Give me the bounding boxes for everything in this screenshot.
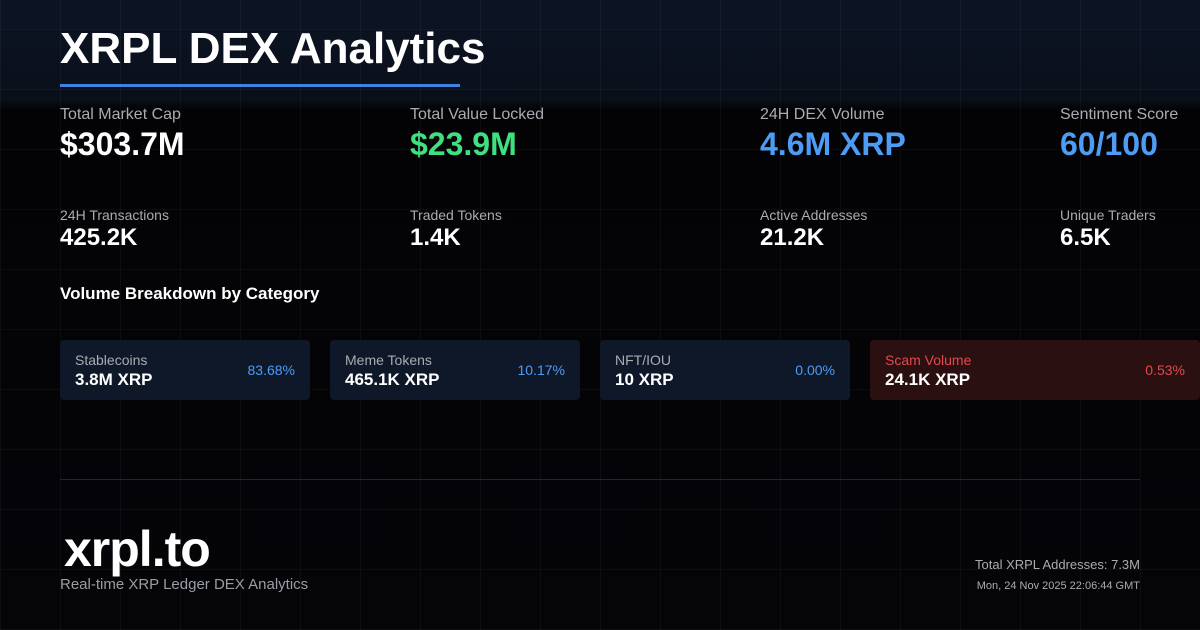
stat-label: Traded Tokens (410, 207, 502, 223)
category-card: Meme Tokens 465.1K XRP 10.17% (330, 340, 580, 400)
category-card: Stablecoins 3.8M XRP 83.68% (60, 340, 310, 400)
stat-label: Total Value Locked (410, 106, 545, 123)
card-share: 0.53% (1145, 362, 1185, 378)
title-underline (60, 84, 460, 87)
stat-label: 24H DEX Volume (760, 106, 885, 123)
card-label: Meme Tokens (345, 352, 432, 368)
tagline: Real-time XRP Ledger DEX Analytics (60, 576, 309, 593)
card-value: 24.1K XRP (885, 370, 971, 389)
logo: xrpl.to (64, 521, 211, 577)
stat-value: 6.5K (1060, 224, 1111, 251)
card-label: Scam Volume (885, 352, 972, 368)
stat-label: Active Addresses (760, 207, 868, 223)
card-share: 10.17% (517, 362, 565, 378)
stat-label: Total Market Cap (60, 106, 181, 123)
stat-label: Sentiment Score (1060, 106, 1179, 123)
stat-value: 425.2K (60, 224, 138, 251)
stat-value: 4.6M XRP (760, 126, 906, 162)
category-card: NFT/IOU 10 XRP 0.00% (600, 340, 850, 400)
stat-value: 1.4K (410, 224, 461, 251)
card-share: 83.68% (247, 362, 295, 378)
card-value: 10 XRP (615, 370, 674, 389)
card-label: Stablecoins (75, 352, 148, 368)
stat-value: $303.7M (60, 126, 185, 162)
addresses: Total XRPL Addresses: 7.3M (975, 557, 1140, 572)
section-title: Volume Breakdown by Category (60, 284, 320, 303)
card-share: 0.00% (795, 362, 835, 378)
card-label: NFT/IOU (615, 352, 671, 368)
stat-value: 21.2K (760, 224, 825, 251)
category-card: Scam Volume 24.1K XRP 0.53% (870, 340, 1200, 400)
stat-label: 24H Transactions (60, 207, 169, 223)
stat-value: 60/100 (1060, 126, 1158, 162)
timestamp: Mon, 24 Nov 2025 22:06:44 GMT (976, 580, 1140, 592)
title: XRPL DEX Analytics (60, 24, 486, 73)
stat-value: $23.9M (410, 126, 517, 162)
card-value: 3.8M XRP (75, 370, 153, 389)
card-value: 465.1K XRP (345, 370, 440, 389)
stat-label: Unique Traders (1060, 207, 1156, 223)
divider (60, 479, 1140, 480)
